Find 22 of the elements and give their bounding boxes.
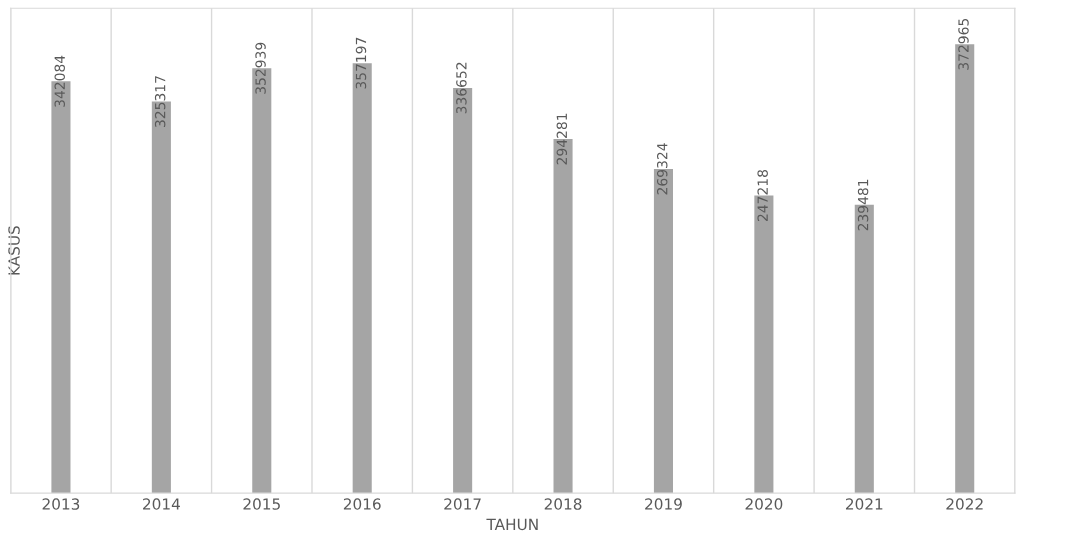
data-label: 336652 (456, 62, 467, 114)
x-tick-label: 2022 (946, 498, 983, 510)
data-label: 269324 (656, 143, 668, 195)
data-label: 357197 (355, 37, 367, 89)
x-tick-label: 2013 (42, 498, 80, 510)
x-tick-label: 2015 (243, 498, 280, 510)
x-tick-label: 2019 (645, 498, 682, 510)
x-tick-label: 2017 (444, 498, 481, 510)
x-axis-title: TAHUN (486, 518, 538, 531)
data-label: 239481 (857, 179, 869, 231)
x-tick-label: 2014 (143, 498, 180, 510)
y-axis-title: KASUS (8, 226, 20, 275)
data-label: 294281 (556, 113, 568, 165)
data-label: 372965 (958, 18, 969, 70)
x-tick-label: 2020 (745, 498, 783, 510)
data-label: 247218 (757, 169, 768, 222)
data-label: 352939 (255, 42, 266, 94)
x-tick-label: 2021 (845, 498, 883, 510)
data-label: 342084 (54, 55, 65, 107)
x-tick-label: 2018 (544, 498, 582, 510)
data-label: 325317 (154, 76, 166, 127)
x-tick-label: 2016 (343, 498, 381, 510)
